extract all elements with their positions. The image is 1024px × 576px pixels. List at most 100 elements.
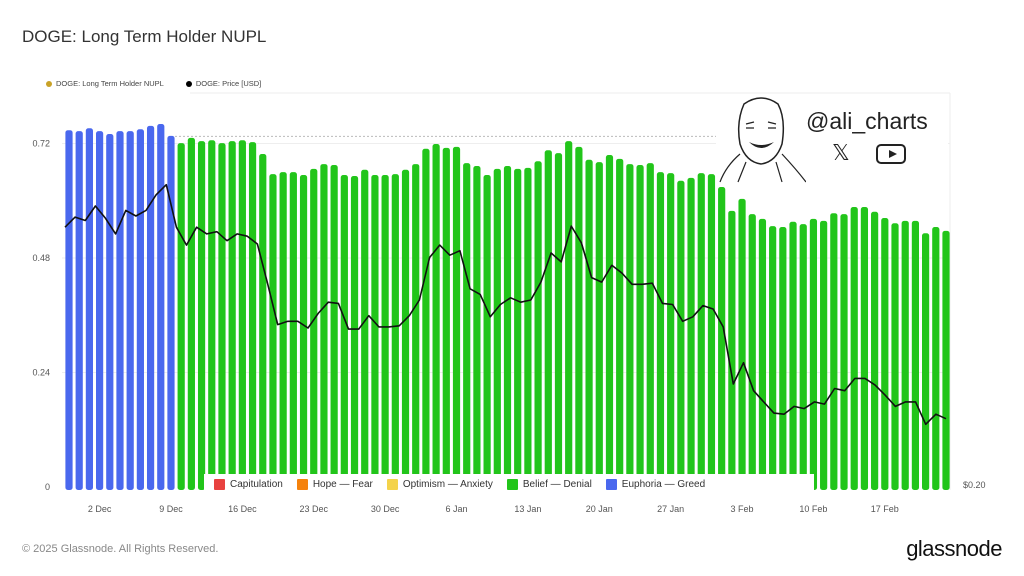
x-tick-label: 20 Jan [586,504,613,514]
swatch-icon [605,478,617,490]
nupl-bar [463,163,471,490]
nupl-bar [932,227,940,490]
nupl-bar [544,150,552,490]
nupl-bar [758,218,767,490]
x-tick-label: 23 Dec [299,504,328,514]
nupl-bar [157,124,165,491]
x-tick-label: 17 Feb [871,504,899,514]
cartoon-face-icon [719,97,806,183]
legend-label: Optimism — Anxiety [402,479,493,491]
nupl-bar [65,130,73,491]
nupl-bar [830,213,838,490]
nupl-bar [840,214,848,490]
nupl-bar [860,207,869,490]
nupl-bar [922,233,930,490]
legend-hope-fear[interactable]: Hope — Fear [296,478,373,491]
nupl-bar [187,137,195,490]
x-tick-label: 2 Dec [88,504,112,514]
nupl-bar [310,168,318,490]
nupl-bar [626,164,634,491]
nupl-bar [554,153,563,490]
nupl-bar [422,148,430,490]
nupl-bar [677,180,685,491]
zone-legend: Capitulation Hope — Fear Optimism — Anxi… [204,474,814,495]
glassnode-logo: glassnode [906,536,1002,561]
x-tick-label: 30 Dec [371,504,400,514]
youtube-icon [876,144,906,164]
nupl-bar [116,131,124,490]
nupl-bar [85,128,93,490]
nupl-bar [667,173,675,490]
nupl-bar [738,198,746,490]
price-axis-label: $0.20 [963,480,986,490]
nupl-bar [442,147,450,490]
nupl-bar [412,164,420,491]
copyright: © 2025 Glassnode. All Rights Reserved. [22,543,219,555]
legend-label: Euphoria — Greed [621,479,706,491]
nupl-bar [218,143,226,490]
nupl-bar [871,211,879,490]
nupl-bar [177,143,185,490]
nupl-bar [473,165,481,490]
nupl-bar [432,144,440,491]
nupl-bar [452,146,461,491]
y-tick-label: 0 [45,482,50,492]
nupl-bar [259,154,267,490]
nupl-bar [483,175,491,491]
nupl-bar [330,165,338,490]
nupl-bar [289,172,297,490]
swatch-icon [214,478,225,490]
legend-label: Belief — Denial [522,479,592,491]
series-legend: DOGE: Long Term Holder NUPL DOGE: Price … [46,79,261,88]
nupl-bar [809,218,818,490]
swatch-icon [386,478,398,490]
x-tick-label: 13 Jan [514,504,541,514]
nupl-bar [881,217,889,491]
nupl-bar [901,220,909,491]
nupl-bar [126,131,134,490]
nupl-bar [769,226,777,490]
nupl-bar [636,165,644,490]
y-tick-label: 0.48 [32,253,50,263]
nupl-bar [381,175,389,491]
legend-euphoria-greed[interactable]: Euphoria — Greed [605,478,706,491]
legend-label: Hope — Fear [312,479,373,491]
nupl-bar [565,141,573,491]
nupl-bar [575,146,583,491]
nupl-bar [361,169,369,491]
nupl-bar [707,174,716,490]
x-tick-label: 9 Dec [159,504,183,514]
legend-label: DOGE: Price [USD] [195,79,262,88]
legend-label: DOGE: Long Term Holder NUPL [56,79,164,88]
legend-item-nupl[interactable]: DOGE: Long Term Holder NUPL [46,79,164,88]
nupl-bar [595,162,603,490]
nupl-bar [299,175,308,491]
nupl-bar [820,220,828,491]
legend-item-price[interactable]: DOGE: Price [USD] [185,79,262,88]
nupl-bar [248,142,257,490]
author-handle: @ali_charts [806,108,928,134]
nupl-bar [371,175,379,491]
nupl-bar [279,172,287,490]
nupl-bar [646,163,654,490]
y-tick-label: 0.24 [32,368,50,378]
nupl-bar [779,227,787,490]
nupl-bar [340,175,348,491]
legend-capitulation[interactable]: Capitulation [214,478,283,490]
nupl-bar [208,140,216,490]
nupl-bar [493,168,501,490]
chart-title: DOGE: Long Term Holder NUPL [22,27,267,46]
nupl-dot-icon [46,81,52,88]
legend-belief-denial[interactable]: Belief — Denial [506,478,592,491]
nupl-bar [656,172,665,490]
legend-optimism-anxiety[interactable]: Optimism — Anxiety [386,478,493,491]
x-tick-label: 27 Jan [657,504,684,514]
nupl-bar [789,221,797,490]
nupl-bar [136,129,144,490]
nupl-bar [748,214,756,490]
x-tick-label: 16 Dec [228,504,257,514]
nupl-bar [269,174,277,490]
nupl-bar [391,174,399,490]
nupl-bar [687,177,695,491]
